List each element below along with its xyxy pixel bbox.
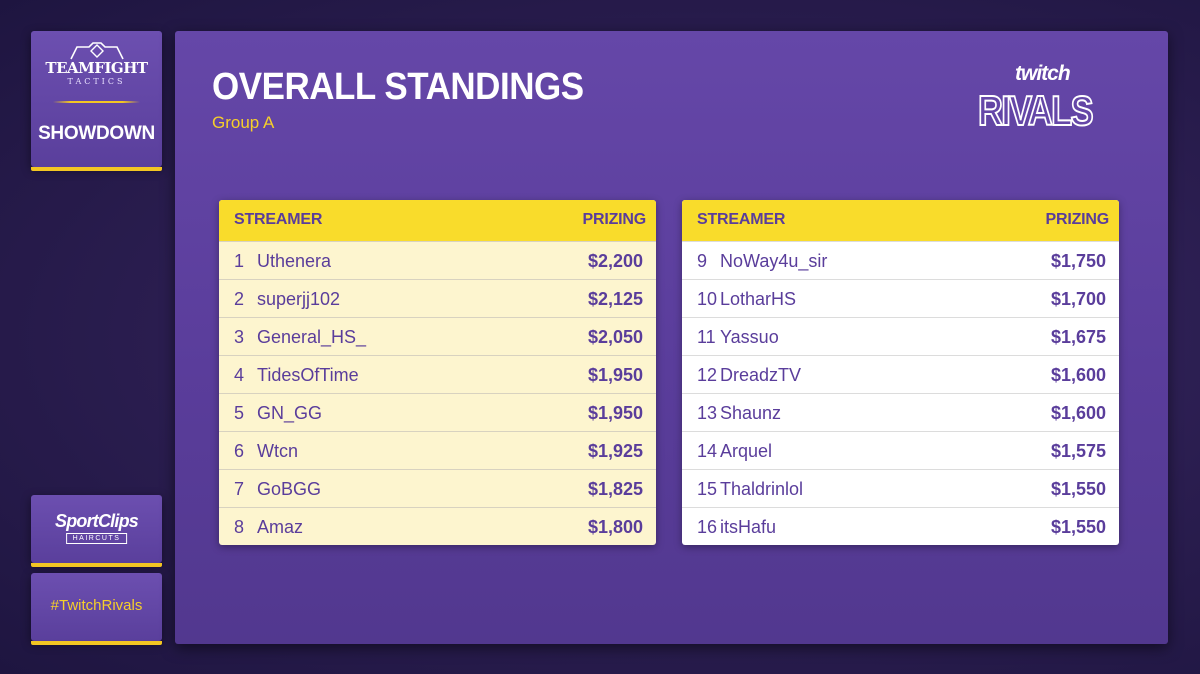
row-rank: 8 [234, 517, 245, 537]
sponsor-card: SportClips HAIRCUTS [31, 495, 162, 567]
table-row: 14 Arquel $1,575 [682, 431, 1119, 469]
column-header-prizing: PRIZING [582, 211, 647, 228]
row-rank: 3 [234, 327, 245, 347]
page-title: OVERALL STANDINGS [212, 66, 584, 108]
row-rank: 11 [697, 327, 716, 347]
row-prize: $1,600 [1050, 365, 1106, 385]
table-row: 5 GN_GG $1,950 [219, 393, 656, 431]
page-subtitle: Group A [212, 113, 275, 132]
row-rank: 10 [697, 289, 718, 309]
row-streamer-name: itsHafu [720, 517, 777, 537]
table-row: 9 NoWay4u_sir $1,750 [682, 241, 1119, 279]
row-rank: 7 [234, 479, 245, 499]
row-streamer-name: NoWay4u_sir [720, 251, 828, 271]
table-row: 15 Thaldrinlol $1,550 [682, 469, 1119, 507]
row-rank: 15 [697, 479, 718, 499]
row-rank: 2 [234, 289, 245, 309]
standings-table-left: STREAMER PRIZING 1 Uthenera $2,200 2 sup… [219, 200, 656, 545]
row-rank: 4 [234, 365, 245, 385]
row-streamer-name: Arquel [720, 441, 773, 461]
row-prize: $1,950 [587, 365, 643, 385]
sponsor-logo: SportClips [54, 511, 139, 531]
row-prize: $1,750 [1050, 251, 1106, 271]
row-prize: $2,125 [587, 289, 643, 309]
row-rank: 16 [697, 517, 718, 537]
row-streamer-name: GoBGG [257, 479, 322, 499]
row-prize: $2,200 [587, 251, 643, 271]
row-prize: $1,925 [587, 441, 643, 461]
row-streamer-name: Thaldrinlol [720, 479, 804, 499]
row-streamer-name: Wtcn [257, 441, 299, 461]
hashtag-text: #TwitchRivals [50, 597, 143, 614]
table-row: 11 Yassuo $1,675 [682, 317, 1119, 355]
row-prize: $1,700 [1050, 289, 1106, 309]
row-streamer-name: Amaz [257, 517, 304, 537]
row-rank: 9 [697, 251, 708, 271]
row-streamer-name: TidesOfTime [257, 365, 359, 385]
hashtag-card: #TwitchRivals [31, 573, 162, 645]
game-logo-card: TEAMFIGHT TACTICS SHOWDOWN [31, 31, 162, 171]
row-streamer-name: LotharHS [720, 289, 797, 309]
row-prize: $1,675 [1050, 327, 1106, 347]
row-prize: $1,825 [587, 479, 643, 499]
row-rank: 5 [234, 403, 245, 423]
row-streamer-name: GN_GG [257, 403, 323, 423]
row-streamer-name: Shaunz [720, 403, 782, 423]
standings-panel: OVERALL STANDINGS Group A twitch RIVALS … [175, 31, 1168, 644]
row-streamer-name: DreadzTV [720, 365, 802, 385]
row-streamer-name: General_HS_ [257, 327, 367, 347]
table-header: STREAMER PRIZING [219, 200, 656, 241]
row-rank: 13 [697, 403, 718, 423]
sponsor-logo-sub: HAIRCUTS [65, 533, 128, 544]
row-prize: $1,800 [587, 517, 643, 537]
standings-table-right: STREAMER PRIZING 9 NoWay4u_sir $1,750 10… [682, 200, 1119, 545]
table-row: 6 Wtcn $1,925 [219, 431, 656, 469]
row-streamer-name: Uthenera [257, 251, 332, 271]
game-subtitle: TACTICS [67, 77, 126, 86]
table-row: 4 TidesOfTime $1,950 [219, 355, 656, 393]
tft-crest-icon [69, 42, 124, 60]
divider-line [53, 101, 140, 103]
table-row: 1 Uthenera $2,200 [219, 241, 656, 279]
table-row: 2 superjj102 $2,125 [219, 279, 656, 317]
row-rank: 6 [234, 441, 245, 461]
table-row: 3 General_HS_ $2,050 [219, 317, 656, 355]
row-prize: $1,550 [1050, 479, 1106, 499]
row-streamer-name: superjj102 [257, 289, 341, 309]
row-streamer-name: Yassuo [720, 327, 779, 347]
row-prize: $1,950 [587, 403, 643, 423]
row-prize: $2,050 [587, 327, 643, 347]
row-rank: 12 [697, 365, 718, 385]
table-row: 13 Shaunz $1,600 [682, 393, 1119, 431]
table-row: 16 itsHafu $1,550 [682, 507, 1119, 545]
row-prize: $1,600 [1050, 403, 1106, 423]
row-prize: $1,575 [1050, 441, 1106, 461]
table-header: STREAMER PRIZING [682, 200, 1119, 241]
row-rank: 1 [234, 251, 245, 271]
rivals-logo: RIVALS [977, 86, 1094, 135]
table-row: 10 LotharHS $1,700 [682, 279, 1119, 317]
column-header-streamer: STREAMER [234, 211, 323, 228]
row-rank: 14 [697, 441, 718, 461]
column-header-prizing: PRIZING [1045, 211, 1110, 228]
twitch-logo: twitch [1015, 62, 1071, 85]
table-row: 8 Amaz $1,800 [219, 507, 656, 545]
table-row: 12 DreadzTV $1,600 [682, 355, 1119, 393]
column-header-streamer: STREAMER [697, 211, 786, 228]
game-title: TEAMFIGHT [45, 59, 148, 77]
row-prize: $1,550 [1050, 517, 1106, 537]
event-name: SHOWDOWN [38, 123, 155, 144]
table-row: 7 GoBGG $1,825 [219, 469, 656, 507]
